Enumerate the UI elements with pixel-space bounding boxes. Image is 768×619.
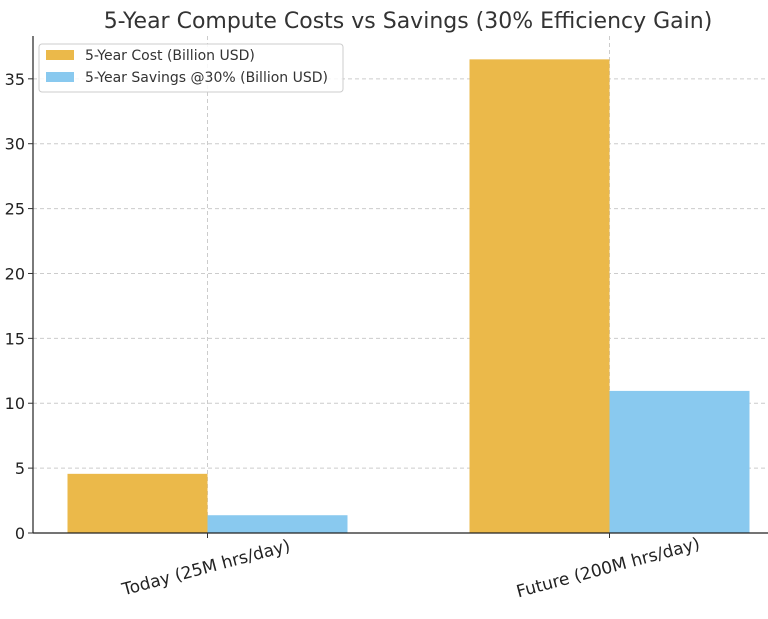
y-tick-label: 35 — [5, 70, 25, 89]
chart-title: 5-Year Compute Costs vs Savings (30% Eff… — [104, 9, 713, 34]
y-tick-label: 30 — [5, 135, 25, 154]
legend: 5-Year Cost (Billion USD) 5-Year Savings… — [38, 43, 344, 93]
y-tick-label: 10 — [5, 394, 25, 413]
legend-label-cost: 5-Year Cost (Billion USD) — [85, 48, 255, 64]
grid-lines — [33, 36, 768, 534]
x-tick-label: Future (200M hrs/day) — [514, 534, 702, 602]
legend-swatch-savings — [46, 72, 74, 82]
bar-cost-0 — [67, 473, 208, 533]
bars — [67, 59, 750, 534]
y-tick-label: 5 — [15, 459, 25, 478]
bar-savings-0 — [207, 515, 348, 533]
y-tick-label: 25 — [5, 200, 25, 219]
bar-cost-1 — [469, 59, 610, 534]
y-tick-label: 0 — [15, 524, 25, 543]
legend-swatch-cost — [46, 50, 74, 60]
axes — [32, 36, 768, 534]
x-tick-label: Today (25M hrs/day) — [119, 536, 292, 600]
y-tick-label: 15 — [5, 329, 25, 348]
legend-frame — [38, 43, 344, 93]
y-tick-label: 20 — [5, 264, 25, 283]
x-axis-ticks: Today (25M hrs/day) Future (200M hrs/day) — [119, 533, 702, 602]
bar-savings-1 — [609, 390, 750, 533]
legend-label-savings: 5-Year Savings @30% (Billion USD) — [85, 70, 328, 86]
y-axis-ticks: 0 5 10 15 20 25 30 35 — [5, 70, 33, 543]
